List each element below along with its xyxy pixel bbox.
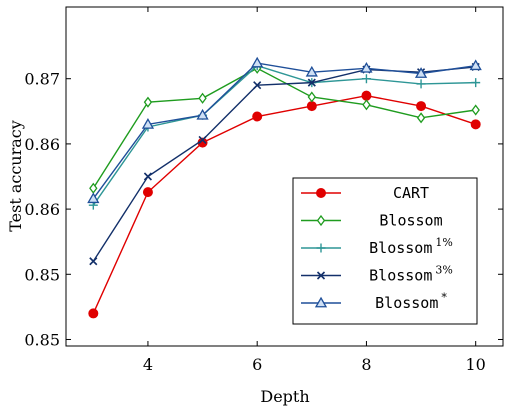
data-point: [196, 108, 209, 120]
data-point: [362, 99, 371, 111]
data-point: [416, 112, 426, 124]
series-line: [92, 94, 476, 314]
series-line: [92, 64, 476, 206]
legend-item: Blossom *: [301, 291, 447, 312]
x-tick-label: 8: [361, 355, 371, 374]
series-line: [92, 67, 476, 189]
legend-superscript: *: [441, 291, 447, 304]
x-tick-label: 6: [252, 355, 262, 374]
x-tick-label: 10: [466, 355, 486, 374]
data-point: [361, 90, 372, 101]
data-point: [361, 74, 371, 84]
legend-marker: [316, 271, 326, 280]
legend-item: Blossom 3%: [301, 264, 453, 285]
data-point: [89, 257, 98, 266]
legend-marker: [314, 296, 328, 308]
series-5: [87, 56, 482, 204]
data-point: [252, 111, 263, 122]
series-layer: [87, 56, 482, 319]
data-point: [307, 91, 316, 103]
data-point: [198, 92, 207, 104]
y-tick-label: 0.86: [24, 135, 60, 154]
y-tick-label: 0.86: [24, 200, 60, 219]
axes: 4 6 8 10 0.85 0.85 0.86 0.86 0.87: [24, 6, 504, 374]
x-tick-label: 4: [143, 355, 153, 374]
data-point: [469, 59, 482, 71]
data-point: [253, 81, 262, 90]
data-point: [143, 172, 153, 181]
data-point: [414, 67, 428, 78]
data-point: [141, 118, 155, 129]
legend-label: Blossom: [379, 212, 442, 230]
legend-label: Blossom *: [375, 291, 447, 312]
legend-item: Blossom 1%: [301, 236, 453, 257]
data-point: [307, 78, 316, 87]
data-point: [306, 101, 317, 112]
data-point: [143, 96, 153, 108]
data-point: [416, 79, 426, 89]
data-point: [471, 104, 480, 116]
data-point: [416, 101, 427, 112]
legend-superscript: 1%: [435, 236, 452, 249]
data-point: [471, 78, 481, 88]
series-line: [92, 62, 476, 200]
legend-marker: [316, 214, 326, 227]
y-tick-label: 0.85: [24, 330, 60, 349]
data-point: [198, 135, 207, 145]
legend-item: Blossom: [301, 212, 443, 230]
data-point: [251, 56, 264, 68]
legend-superscript: 3%: [435, 264, 452, 277]
series-line: [92, 66, 476, 262]
y-tick-label: 0.87: [24, 70, 60, 89]
data-point: [470, 119, 481, 130]
legend-marker: [316, 243, 326, 253]
legend-label: CART: [393, 184, 429, 202]
legend-item: CART: [301, 184, 429, 202]
series-2: [89, 62, 480, 194]
series-4: [89, 62, 480, 266]
data-point: [142, 187, 153, 198]
data-point: [88, 308, 99, 319]
y-axis-title: Test accuracy: [6, 120, 25, 232]
legend-marker: [316, 188, 326, 198]
y-tick-label: 0.85: [24, 265, 60, 284]
data-point: [305, 65, 318, 77]
series-1: [88, 90, 481, 319]
legend-label: Blossom 1%: [369, 236, 453, 257]
data-point: [87, 192, 100, 204]
legend-label: Blossom 3%: [369, 264, 453, 285]
x-axis-title: Depth: [260, 387, 309, 406]
legend-box: [292, 177, 478, 325]
data-point: [360, 61, 373, 73]
plot-frame: [65, 6, 504, 347]
legend: CART Blossom Blossom 1% Blossom 3% Blossom *: [292, 177, 478, 325]
